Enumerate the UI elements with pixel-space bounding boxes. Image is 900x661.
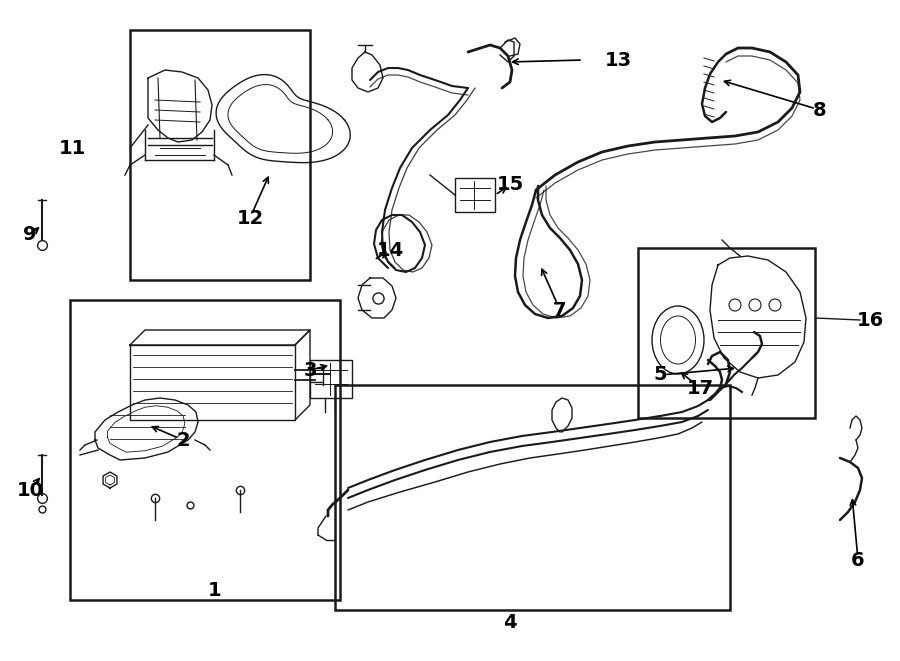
Bar xyxy=(335,385,730,610)
Bar xyxy=(638,248,815,418)
Text: 14: 14 xyxy=(376,241,403,260)
Text: 2: 2 xyxy=(176,430,190,449)
Text: 9: 9 xyxy=(23,225,37,245)
Bar xyxy=(130,30,310,280)
Bar xyxy=(455,178,495,212)
Text: 13: 13 xyxy=(605,50,632,69)
Text: 5: 5 xyxy=(653,366,667,385)
Text: 16: 16 xyxy=(857,311,884,329)
Bar xyxy=(310,360,352,398)
Text: 1: 1 xyxy=(208,580,221,600)
Text: 6: 6 xyxy=(851,551,865,570)
Text: 8: 8 xyxy=(814,100,827,120)
Text: 3: 3 xyxy=(303,360,317,379)
Text: 11: 11 xyxy=(58,139,86,157)
Bar xyxy=(70,300,340,600)
Text: 15: 15 xyxy=(497,176,524,194)
Text: 12: 12 xyxy=(237,208,264,227)
Text: 10: 10 xyxy=(16,481,43,500)
Text: 7: 7 xyxy=(554,301,567,319)
Text: 17: 17 xyxy=(687,379,714,397)
Text: 4: 4 xyxy=(503,613,517,631)
